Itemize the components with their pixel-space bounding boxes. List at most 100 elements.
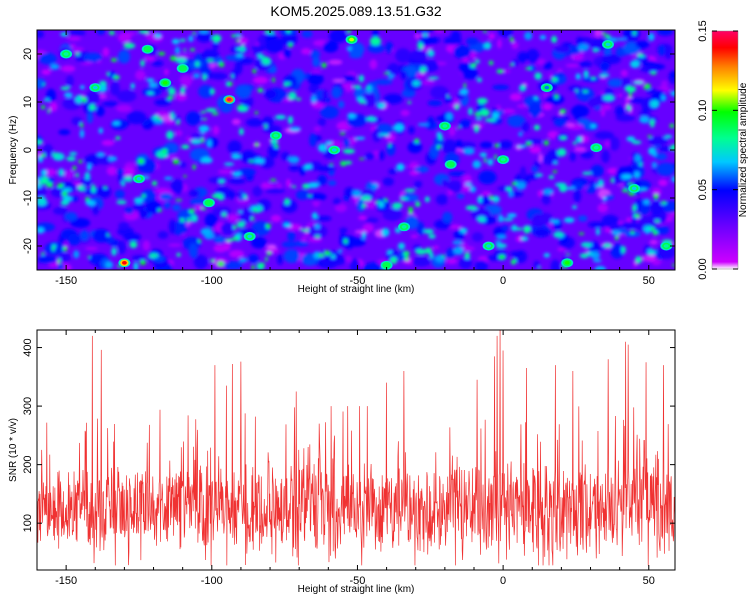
heatmap-cell — [170, 111, 175, 120]
heatmap-hotspots — [60, 35, 673, 270]
heatmap-cell — [509, 251, 523, 257]
heatmap-cell — [630, 60, 641, 69]
heatmap-cell — [222, 212, 227, 218]
heatmap-cell — [534, 228, 550, 237]
heatmap-cell — [200, 137, 204, 143]
heatmap-cell — [37, 176, 43, 182]
heatmap-cell — [332, 79, 345, 82]
colorbar-tick-label: 0.15 — [697, 20, 709, 41]
heatmap-cell — [41, 252, 45, 256]
heatmap-cell — [502, 218, 514, 222]
heatmap-cell — [573, 189, 582, 203]
heatmap-cell — [602, 242, 612, 248]
heatmap-cell — [116, 90, 137, 103]
heatmap-cell — [669, 70, 675, 79]
y-tick-label: 300 — [22, 397, 34, 415]
heatmap-cell — [75, 172, 79, 178]
heatmap-cell — [557, 148, 567, 157]
heatmap-cell — [170, 55, 177, 61]
heatmap-cell — [154, 187, 171, 194]
heatmap-cell — [553, 161, 559, 165]
y-tick-label: -10 — [22, 190, 34, 206]
heatmap-cell — [447, 95, 450, 98]
heatmap-cell — [307, 73, 324, 86]
x-tick-label: 0 — [500, 275, 506, 287]
heatmap-cell — [43, 98, 50, 102]
heatmap-cell — [480, 108, 490, 117]
heatmap-cell — [575, 87, 595, 102]
heatmap-cell — [436, 145, 441, 150]
heatmap-cell — [346, 46, 352, 51]
heatmap-cell — [362, 204, 366, 209]
heatmap-cell — [669, 123, 675, 128]
heatmap-cell — [660, 80, 668, 88]
heatmap-cell — [506, 186, 513, 192]
heatmap-cell — [586, 184, 597, 194]
heatmap-cell — [539, 35, 547, 40]
heatmap-cell — [360, 195, 372, 201]
heatmap-x-axis-label: Height of straight line (km) — [298, 284, 415, 295]
heatmap-cell — [138, 209, 149, 219]
heatmap-cell — [650, 71, 657, 75]
heatmap-cell — [202, 118, 208, 121]
heatmap-cell — [604, 140, 611, 148]
heatmap-cell — [594, 183, 599, 188]
heatmap-cell — [212, 205, 232, 217]
heatmap-cell — [243, 193, 248, 200]
heatmap-cell — [642, 254, 656, 262]
heatmap-cell — [501, 108, 516, 114]
heatmap-cell — [393, 123, 405, 132]
heatmap-cell — [301, 48, 312, 55]
heatmap-cell — [434, 30, 445, 34]
heatmap-cell — [311, 212, 318, 220]
colorbar-tick-label: 0.00 — [697, 258, 709, 279]
heatmap-cell — [650, 100, 660, 108]
heatmap-cell — [365, 152, 376, 160]
heatmap-cell — [391, 202, 403, 209]
heatmap-cell — [37, 155, 44, 163]
heatmap-cell — [386, 142, 396, 156]
heatmap-hotspot — [628, 183, 641, 193]
heatmap-cell — [188, 35, 194, 42]
heatmap-cell — [204, 137, 219, 148]
heatmap-cell — [621, 245, 626, 254]
heatmap-cell — [334, 203, 347, 213]
heatmap-cell — [364, 262, 383, 270]
heatmap-cell — [621, 174, 633, 180]
heatmap-cell — [52, 246, 55, 252]
heatmap-cell — [266, 244, 277, 250]
heatmap-cell — [658, 179, 668, 187]
heatmap-cell — [49, 63, 60, 70]
heatmap-cell — [142, 240, 151, 251]
heatmap-cell — [654, 219, 660, 223]
heatmap-cell — [315, 215, 332, 222]
heatmap-cell — [543, 253, 550, 258]
heatmap-cell — [494, 240, 502, 244]
heatmap-cell — [251, 216, 255, 221]
heatmap-cell — [78, 159, 83, 164]
heatmap-cell — [574, 146, 587, 152]
heatmap-cell — [52, 152, 59, 158]
heatmap-cell — [611, 230, 621, 236]
heatmap-cell — [159, 193, 173, 201]
heatmap-cell — [478, 170, 497, 185]
heatmap-cell — [488, 60, 494, 66]
heatmap-cell — [280, 151, 290, 161]
heatmap-cell — [620, 221, 641, 229]
heatmap-cell — [232, 236, 240, 241]
heatmap-cell — [49, 101, 58, 112]
heatmap-cell — [161, 148, 168, 153]
heatmap-cell — [427, 49, 435, 58]
heatmap-cell — [248, 254, 259, 263]
heatmap-cell — [188, 208, 195, 214]
heatmap-cell — [542, 61, 553, 70]
heatmap-cell — [488, 32, 496, 40]
heatmap-cell — [40, 169, 48, 176]
heatmap-cell — [557, 70, 564, 77]
heatmap-cell — [157, 208, 162, 212]
heatmap-cell — [212, 41, 219, 51]
heatmap-cell — [381, 230, 388, 238]
heatmap-cell — [356, 96, 365, 102]
heatmap-cell — [409, 161, 420, 165]
heatmap-cell — [264, 30, 270, 33]
